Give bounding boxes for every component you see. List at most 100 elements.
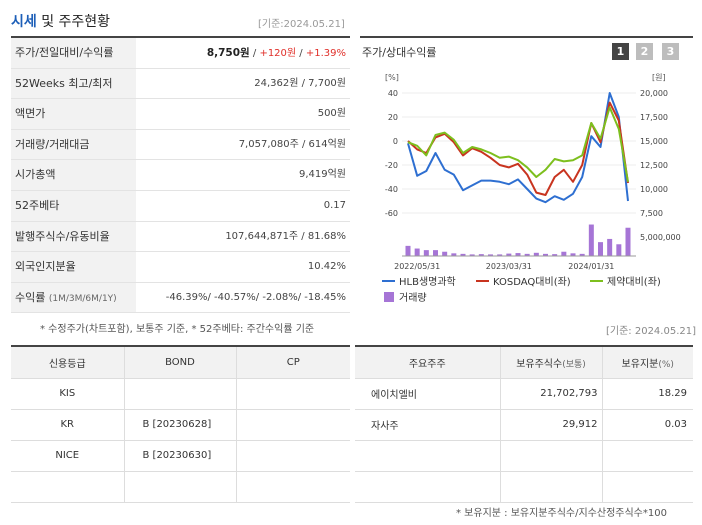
- volume-axis-tick: 5,000,000: [640, 233, 681, 242]
- volume-bar: [433, 250, 438, 256]
- credit-table-rule: [11, 345, 350, 347]
- reference-date: [기준:2024.05.21]: [258, 19, 345, 30]
- credit-bond: B [20230630]: [123, 440, 236, 472]
- quote-label: 52주베타: [11, 190, 136, 221]
- credit-cp: [235, 440, 350, 472]
- volume-bar: [469, 254, 475, 256]
- credit-cp: [235, 378, 350, 410]
- volume-bar: [607, 238, 613, 256]
- holder-table-rule: [355, 345, 693, 347]
- volume-bar: [579, 253, 585, 256]
- section-title: 시세 및 주주현황: [11, 11, 110, 31]
- returns-periods: (1M/3M/6M/1Y): [48, 293, 117, 304]
- volume-bar: [598, 242, 603, 256]
- quote-row-beta: 52주베타 0.17: [11, 190, 350, 222]
- holder-shares: [499, 440, 602, 472]
- volume-bar: [515, 253, 521, 256]
- returns-value: -46.39%/ -40.57%/ -2.08%/ -18.45%: [165, 291, 346, 303]
- quote-row-52w: 52Weeks 최고/최저 24,362원 / 7,700원: [11, 68, 350, 100]
- series-line: [407, 106, 629, 182]
- price-change-pct: +1.39%: [305, 48, 346, 59]
- quote-label: 발행주식수/유동비율: [11, 221, 136, 252]
- section-title-main: 시세: [11, 14, 37, 30]
- holder-shares: 21,702,793: [499, 378, 602, 410]
- legend-swatch-volume: [384, 292, 394, 302]
- quote-label: 시가총액: [11, 160, 136, 190]
- quote-value: 9,419억원: [298, 169, 346, 181]
- quote-value: 0.17: [323, 199, 346, 211]
- volume-bar: [524, 253, 530, 256]
- holder-name: 에이치엘비: [355, 378, 500, 410]
- header-rule: [11, 36, 350, 38]
- volume-bar: [616, 244, 622, 256]
- credit-agency: [11, 471, 124, 503]
- holder-header-pct-unit: (%): [658, 359, 674, 370]
- volume-bar: [423, 250, 429, 256]
- quote-label: 주가/전일대비/수익률: [11, 38, 136, 68]
- price-change: +120원: [259, 48, 297, 59]
- holder-name: [355, 471, 500, 503]
- quote-row-price: 주가/전일대비/수익률 8,750원 / +120원 / +1.39%: [11, 38, 350, 69]
- holder-header-pct-label: 보유지분: [621, 358, 659, 370]
- volume-bar: [506, 253, 512, 256]
- volume-bar: [414, 248, 420, 256]
- legend-swatch-hlb: [382, 280, 395, 282]
- quote-label: 액면가: [11, 99, 136, 129]
- credit-cp: [235, 471, 350, 503]
- legend-swatch-pharma: [590, 280, 603, 282]
- chart-page-3-button[interactable]: 3: [662, 43, 679, 60]
- holder-name: 자사주: [355, 409, 500, 441]
- x-axis-tick: 2024/01/31: [568, 262, 614, 271]
- quote-label: 외국인지분율: [11, 252, 136, 282]
- left-axis-tick: 40: [388, 89, 398, 98]
- holder-pct: [601, 471, 693, 503]
- right-axis-tick: 10,000: [640, 185, 668, 194]
- volume-bar: [451, 253, 457, 256]
- credit-bond: [123, 471, 236, 503]
- quote-value: 500원: [317, 108, 346, 120]
- holder-header-shares-type: (보통): [562, 359, 586, 370]
- quote-value: 7,057,080주 / 614억원: [238, 138, 346, 150]
- price-value: 8,750원: [206, 47, 250, 59]
- legend-pharma: 제약대비(좌): [607, 276, 661, 288]
- holder-pct: 18.29: [601, 378, 693, 410]
- series-line: [407, 92, 629, 204]
- holder-header-pct: 보유지분(%): [601, 347, 693, 379]
- quote-value: 24,362원 / 7,700원: [254, 77, 346, 89]
- left-axis-tick: 20: [388, 113, 398, 122]
- volume-bar: [552, 254, 558, 256]
- holder-name: [355, 440, 500, 472]
- credit-agency: NICE: [11, 440, 124, 472]
- legend-volume: 거래량: [399, 292, 427, 304]
- chart-title: 주가/상대수익률: [362, 46, 437, 59]
- quote-row-par: 액면가 500원: [11, 99, 350, 130]
- volume-bar: [442, 251, 448, 256]
- credit-agency: KIS: [11, 378, 124, 410]
- volume-bar: [497, 254, 503, 256]
- quote-row-volume: 거래량/거래대금 7,057,080주 / 614억원: [11, 129, 350, 161]
- credit-header-bond: BOND: [123, 347, 236, 379]
- quote-label: 수익률 (1M/3M/6M/1Y): [11, 282, 136, 313]
- volume-bar: [570, 253, 576, 256]
- quote-value: 107,644,871주 / 81.68%: [225, 230, 346, 242]
- credit-cp: [235, 409, 350, 441]
- chart-page-1-button[interactable]: 1: [612, 43, 629, 60]
- quote-row-shares: 발행주식수/유동비율 107,644,871주 / 81.68%: [11, 221, 350, 253]
- credit-agency: KR: [11, 409, 124, 441]
- holder-header-shares: 보유주식수(보통): [499, 347, 602, 379]
- right-axis-tick: 17,500: [640, 113, 668, 122]
- quote-label: 거래량/거래대금: [11, 129, 136, 160]
- shareholder-table: 주요주주 보유주식수(보통) 보유지분(%) 에이치엘비 21,702,793 …: [355, 347, 693, 503]
- legend-hlb: HLB생명과학: [399, 276, 456, 288]
- quote-label: 52Weeks 최고/최저: [11, 68, 136, 99]
- quote-row-marketcap: 시가총액 9,419억원: [11, 160, 350, 191]
- holder-pct: [601, 440, 693, 472]
- volume-bar: [625, 227, 631, 256]
- returns-label: 수익률: [15, 290, 46, 304]
- right-axis-tick: 12,500: [640, 161, 668, 170]
- x-axis-tick: 2023/03/31: [486, 262, 532, 271]
- chart-page-2-button[interactable]: 2: [636, 43, 653, 60]
- volume-bar: [488, 254, 493, 256]
- volume-bar: [478, 254, 484, 256]
- holder-shares: [499, 471, 602, 503]
